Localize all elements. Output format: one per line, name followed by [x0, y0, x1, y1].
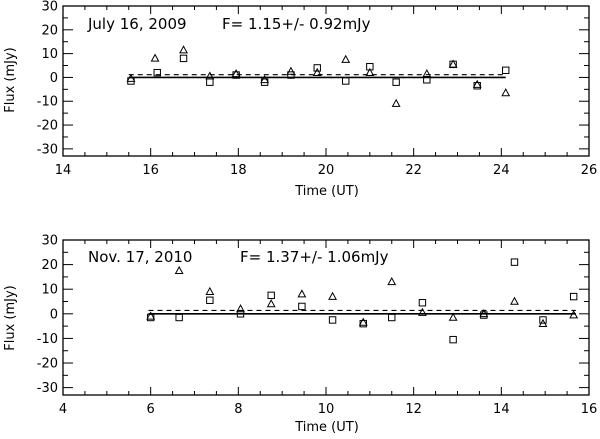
y-tick-label: -10 [37, 95, 58, 110]
y-tick-label: 10 [41, 47, 58, 62]
square-point [392, 78, 400, 86]
triangle-point [472, 79, 482, 88]
triangle-point [422, 69, 432, 78]
triangle-point [286, 66, 296, 75]
triangle-point [501, 88, 511, 97]
square-point [175, 313, 183, 322]
triangle-point [231, 69, 241, 78]
triangle-point [387, 276, 397, 286]
square-point [153, 68, 161, 77]
triangle-point [146, 311, 156, 320]
panel-flux-annotation: F= 1.37+/- 1.06mJy [240, 248, 389, 266]
y-tick-label: -30 [37, 381, 58, 396]
y-tick-label: 10 [41, 283, 58, 298]
square-point [569, 292, 578, 301]
y-tick-label: -10 [37, 332, 58, 347]
triangle-point [297, 289, 307, 298]
triangle-point [417, 307, 427, 316]
square-point [539, 316, 547, 324]
x-tick-label: 8 [234, 402, 242, 417]
triangle-point [179, 45, 188, 54]
y-axis-label: Flux (mJy) [3, 285, 18, 351]
triangle-point [448, 312, 458, 321]
x-tick-label: 20 [318, 163, 335, 178]
square-point [267, 291, 275, 300]
y-tick-label: 20 [41, 258, 58, 273]
y-tick-label: -20 [37, 357, 58, 372]
triangle-point [341, 54, 351, 63]
square-point [232, 71, 240, 79]
square-point [127, 77, 135, 85]
x-tick-label: 26 [581, 163, 598, 178]
panel-july-2009: July 16, 2009 F= 1.15+/- 0.92mJy Time (U… [3, 0, 597, 199]
square-point [418, 299, 427, 307]
triangle-point [236, 304, 245, 313]
triangle-point [266, 299, 276, 308]
square-point [480, 311, 488, 319]
x-tick-label: 18 [230, 163, 247, 178]
panel-date-annotation: July 16, 2009 [87, 15, 187, 33]
square-point [510, 258, 519, 266]
x-tick-label: 22 [405, 163, 422, 178]
square-point [236, 310, 245, 318]
x-tick-label: 4 [59, 402, 67, 417]
square-point [449, 335, 457, 344]
x-tick-label: 16 [142, 163, 159, 178]
square-point [287, 71, 295, 79]
y-axis-label: Flux (mJy) [3, 47, 18, 113]
y-tick-label: 0 [50, 307, 58, 322]
square-point [328, 316, 337, 324]
panel-flux-annotation: F= 1.15+/- 0.92mJy [222, 15, 371, 33]
square-point [260, 78, 269, 86]
square-point [359, 319, 367, 328]
x-tick-label: 12 [405, 402, 422, 417]
square-point [298, 302, 306, 311]
square-point [449, 60, 457, 69]
x-tick-label: 16 [581, 402, 598, 417]
x-tick-label: 14 [55, 163, 72, 178]
square-point [342, 77, 350, 85]
triangle-point [365, 67, 375, 76]
y-tick-label: 30 [41, 234, 58, 249]
x-tick-label: 24 [493, 163, 510, 178]
x-tick-label: 6 [147, 402, 155, 417]
y-tick-label: 20 [41, 23, 58, 38]
x-tick-label: 10 [318, 402, 335, 417]
triangle-point [205, 286, 215, 295]
panel-date-annotation: Nov. 17, 2010 [88, 248, 192, 266]
square-point [179, 54, 188, 63]
y-tick-label: 0 [50, 71, 58, 86]
square-point [473, 82, 481, 90]
triangle-point [150, 53, 160, 62]
y-tick-label: -20 [37, 119, 58, 134]
square-point [313, 64, 321, 72]
triangle-point [312, 67, 322, 76]
triangle-point [479, 308, 489, 318]
square-point [366, 63, 374, 71]
triangle-point [328, 291, 338, 300]
square-point [423, 76, 431, 84]
triangle-point [174, 265, 184, 275]
triangle-point [358, 317, 368, 326]
triangle-point [569, 310, 579, 319]
square-point [388, 313, 396, 322]
square-point [146, 313, 155, 322]
panel-nov-2010: Nov. 17, 2010 F= 1.37+/- 1.06mJy Time (U… [3, 234, 597, 436]
y-tick-label: 30 [41, 0, 58, 15]
square-point [502, 66, 510, 74]
x-axis-label: Time (UT) [294, 184, 359, 199]
square-point [206, 78, 214, 86]
triangle-point [391, 98, 401, 107]
x-tick-label: 14 [493, 402, 510, 417]
x-axis-label: Time (UT) [294, 420, 359, 435]
square-point [206, 296, 214, 304]
triangle-point [510, 296, 519, 305]
y-tick-label: -30 [37, 142, 58, 157]
